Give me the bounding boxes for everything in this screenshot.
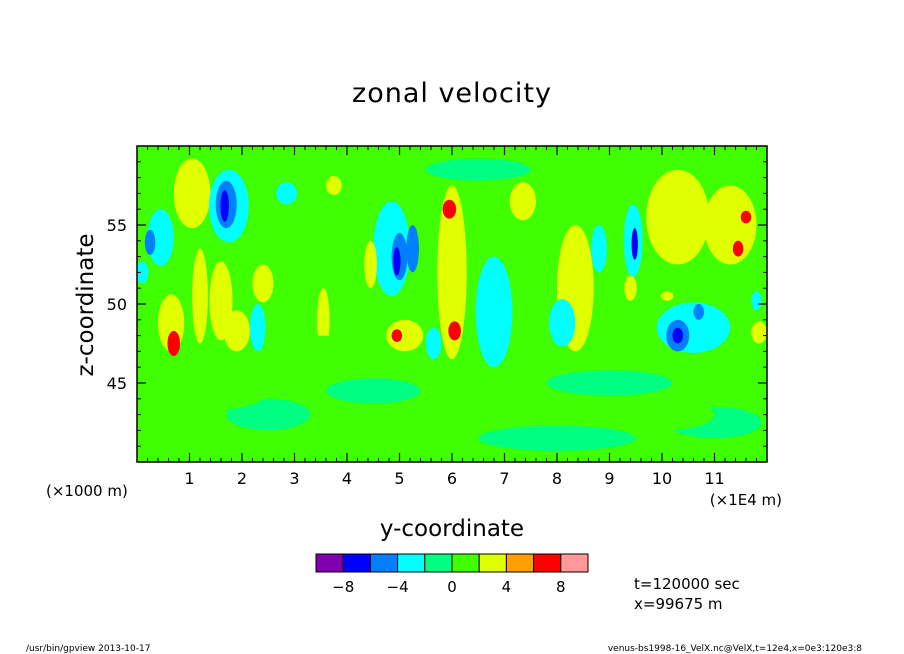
colorbar-cell — [478, 553, 507, 573]
x-tick-label: 8 — [552, 469, 562, 488]
colorbar-tick-label: 0 — [447, 578, 457, 596]
contour-region — [624, 275, 637, 301]
x-tick-label: 3 — [289, 469, 299, 488]
contour-region — [386, 319, 424, 352]
colorbar-cell — [451, 553, 480, 573]
contour-region — [425, 327, 442, 360]
contour-region — [732, 240, 744, 257]
contour-region — [442, 199, 457, 219]
colorbar-cell — [397, 553, 426, 573]
contour-region — [549, 299, 576, 347]
time-annotation: t=120000 sec — [634, 575, 740, 593]
contour-region — [509, 182, 536, 221]
y-tick-label: 55 — [107, 216, 127, 235]
contour-region — [220, 190, 229, 222]
x-tick-label: 10 — [652, 469, 672, 488]
contour-region — [646, 169, 710, 265]
y-tick-label: 45 — [107, 374, 127, 393]
contour-region — [326, 378, 421, 404]
contour-region — [406, 225, 419, 273]
x-tick-label: 5 — [394, 469, 404, 488]
contour-region — [478, 425, 636, 451]
x-tick-label: 1 — [184, 469, 194, 488]
colorbar-tick-label: −8 — [332, 578, 354, 596]
contour-region — [448, 321, 461, 341]
contour-region — [391, 329, 403, 342]
contour-region — [167, 330, 181, 357]
contour-region — [693, 304, 704, 320]
contour-region — [223, 310, 250, 352]
contour-region — [276, 182, 298, 205]
colorbar-cell — [369, 553, 399, 573]
x-unit-left: (×1000 m) — [46, 482, 128, 500]
contour-region — [252, 264, 274, 303]
contour-region — [475, 256, 513, 368]
colorbar-cell — [342, 553, 371, 573]
contour-region — [173, 158, 211, 229]
contour-region — [425, 158, 531, 181]
contour-region — [364, 240, 377, 289]
x-axis-label: y-coordinate — [380, 516, 524, 542]
colorbar-cell — [315, 553, 344, 573]
colorbar: −8 −4 0 4 8 — [315, 553, 589, 596]
colorbar-tick-label: −4 — [387, 578, 409, 596]
contour-region — [192, 248, 208, 344]
contour-region — [751, 291, 762, 311]
contour-region — [591, 225, 607, 273]
colorbar-cell — [560, 553, 589, 573]
contour-region — [144, 229, 156, 256]
footer-right: venus-bs1998-16_VelX.nc@VelX,t=12e4,x=0e… — [608, 644, 862, 654]
x-tick-label: 11 — [704, 469, 724, 488]
contour-region — [415, 387, 542, 426]
contour-region — [751, 321, 767, 344]
colorbar-tick-label: 8 — [556, 578, 566, 596]
x-tick-label: 6 — [447, 469, 457, 488]
y-axis-ticks: 45 50 55 — [107, 216, 767, 393]
colorbar-tick-label: 4 — [502, 578, 512, 596]
contour-region — [317, 288, 330, 352]
contour-region — [740, 210, 752, 224]
contour-region — [137, 261, 149, 284]
contour-region — [226, 398, 311, 431]
contour-region — [672, 327, 683, 344]
colorbar-cell — [424, 553, 453, 573]
x-tick-label: 2 — [237, 469, 247, 488]
contour-region — [249, 304, 266, 352]
chart-title: zonal velocity — [352, 78, 552, 109]
contour-region — [704, 185, 757, 265]
contour-region — [393, 247, 401, 276]
contour-region — [609, 398, 715, 431]
x-axis-ticks: 1 2 3 4 5 6 7 8 9 10 11 — [184, 146, 725, 488]
plot-area — [136, 145, 768, 463]
colorbar-cell — [505, 553, 535, 573]
footer-left: /usr/bin/gpview 2013-10-17 — [26, 644, 150, 654]
contour-region — [147, 209, 174, 267]
colorbar-cell — [533, 553, 562, 573]
x-tick-label: 7 — [499, 469, 509, 488]
contour-region — [326, 176, 342, 195]
contour-region — [546, 370, 673, 396]
contour-region — [437, 185, 467, 360]
x-tick-label: 4 — [342, 469, 352, 488]
contour-region — [268, 335, 374, 368]
x-tick-label: 9 — [604, 469, 614, 488]
contour-region — [660, 291, 674, 301]
contour-region — [163, 371, 269, 410]
contour-region — [631, 228, 638, 260]
x-unit-right: (×1E4 m) — [710, 491, 782, 509]
y-tick-label: 50 — [107, 295, 127, 314]
position-annotation: x=99675 m — [634, 595, 723, 613]
y-axis-label: z-coordinate — [73, 233, 99, 376]
